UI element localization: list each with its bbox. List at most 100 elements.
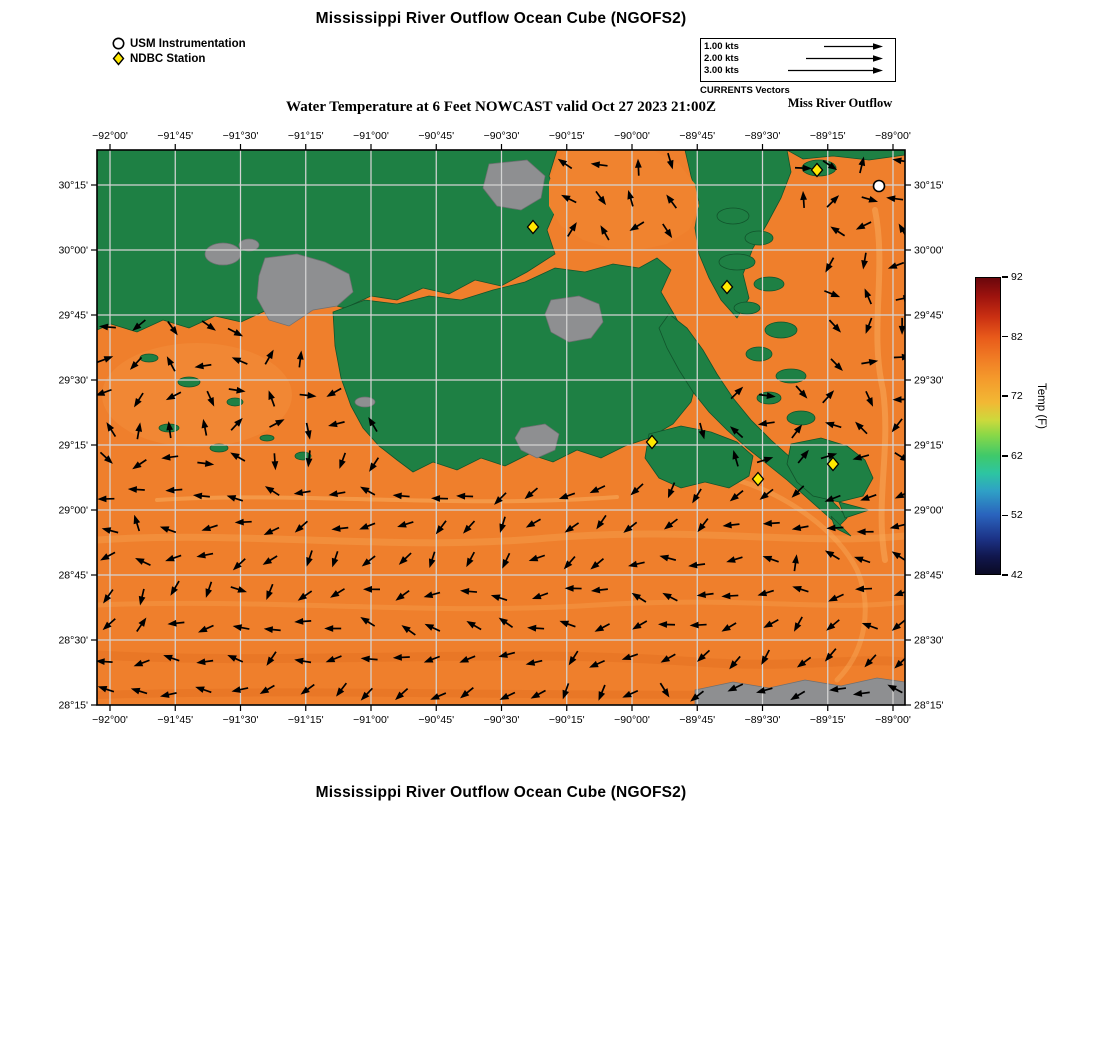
current-vector-arrow — [430, 692, 447, 700]
current-vector-arrow — [663, 518, 678, 530]
vector-scale-row: 3.00 kts — [704, 64, 892, 76]
current-vector-arrow — [395, 687, 409, 701]
land-mass — [786, 437, 874, 503]
current-vector-arrow — [294, 520, 309, 533]
current-vector-arrow — [658, 621, 676, 628]
current-vector-scale-box: 1.00 kts 2.00 kts 3.00 kts — [700, 38, 896, 82]
current-vector-arrow — [230, 452, 246, 462]
current-vector-arrow — [206, 390, 215, 407]
colorbar-tick-mark — [1002, 276, 1008, 278]
current-vector-arrow — [227, 654, 244, 663]
current-vector-arrow — [331, 551, 339, 568]
bottom-title: Mississippi River Outflow Ocean Cube (NG… — [315, 784, 687, 801]
land-mass — [786, 410, 816, 426]
current-vector-arrow — [564, 522, 580, 533]
current-vector-arrow — [460, 687, 474, 699]
nodata-layer — [204, 159, 905, 705]
current-vector-arrow — [166, 356, 176, 372]
colorbar-tick-label: 62 — [1011, 449, 1023, 462]
current-vector-arrow — [201, 320, 216, 331]
current-vector-arrow — [466, 621, 482, 631]
current-vector-arrow — [631, 592, 647, 603]
current-vector-arrow — [666, 152, 674, 170]
current-vector-arrow — [159, 526, 177, 534]
y-tick-label: 29°30' — [914, 375, 944, 387]
x-tick-label: −91°15' — [288, 714, 324, 726]
x-tick-label: −90°15' — [549, 714, 585, 726]
x-tick-label: −92°00' — [92, 130, 128, 142]
current-vector-arrow — [623, 521, 638, 533]
current-vector-arrow — [698, 422, 706, 440]
current-vector-arrow — [688, 561, 706, 569]
current-vector-arrow — [359, 522, 376, 530]
current-vector-arrow — [195, 686, 212, 694]
colorbar-tick-mark — [1002, 335, 1008, 338]
current-vector-arrow — [525, 518, 541, 528]
land-mass — [139, 353, 159, 363]
colorbar-tick-label: 92 — [1011, 271, 1023, 283]
current-vector-arrow — [696, 649, 711, 662]
current-vector-arrow — [527, 624, 545, 632]
y-tick-label: 29°00' — [914, 505, 944, 517]
current-vector-arrow — [166, 421, 174, 439]
current-vector-arrow — [101, 527, 119, 534]
current-vector-arrow — [490, 594, 508, 602]
land-mass — [744, 230, 774, 246]
current-vector-arrow — [893, 589, 905, 597]
current-vector-arrow — [226, 495, 244, 502]
current-vector-layer — [97, 152, 905, 702]
current-vector-arrow — [431, 495, 449, 502]
current-vector-arrow — [697, 518, 709, 533]
current-vector-arrow — [271, 453, 279, 471]
current-vector-arrow — [826, 619, 840, 631]
vector-scale-arrow-icon — [824, 42, 883, 50]
current-vector-arrow — [460, 588, 478, 595]
current-vector-arrow — [136, 617, 147, 632]
current-vector-arrow — [305, 450, 313, 468]
water-texture — [97, 207, 905, 699]
current-vector-arrow — [428, 551, 436, 568]
current-vector-arrow — [861, 358, 879, 366]
current-vector-arrow — [730, 386, 744, 400]
current-vector-arrow — [727, 683, 744, 692]
y-tick-label: 29°15' — [58, 440, 88, 452]
y-tick-label: 28°30' — [58, 635, 88, 647]
current-vector-arrow — [401, 625, 416, 636]
y-tick-label: 29°00' — [58, 505, 88, 517]
current-vector-arrow — [102, 618, 116, 631]
current-vector-arrow — [893, 353, 905, 361]
x-tick-label: −91°15' — [288, 130, 324, 142]
x-tick-label: −92°00' — [92, 714, 128, 726]
x-tick-label: −91°45' — [157, 714, 193, 726]
current-vector-arrow — [494, 492, 507, 505]
current-vector-arrow — [99, 451, 113, 464]
current-vector-arrow — [297, 590, 313, 601]
current-vector-arrow — [557, 158, 573, 170]
current-vector-arrow — [590, 586, 608, 594]
current-vector-arrow — [97, 658, 113, 665]
current-vector-arrow — [395, 589, 410, 601]
current-vector-arrow — [231, 357, 248, 365]
current-vector-arrow — [563, 556, 576, 570]
current-vector-arrow — [326, 387, 342, 397]
land-mass — [226, 397, 244, 407]
current-vector-arrow — [820, 452, 838, 460]
current-vector-arrow — [167, 320, 178, 336]
current-vector-arrow — [264, 349, 274, 365]
current-vector-arrow — [339, 452, 347, 469]
land-mass — [259, 434, 275, 442]
x-tick-label: −90°30' — [484, 130, 520, 142]
ndbc-station-marker — [526, 219, 540, 235]
y-tick-label: 29°45' — [58, 310, 88, 322]
current-vector-arrow — [628, 560, 645, 568]
current-vector-arrow — [232, 558, 246, 571]
land-layer — [97, 150, 905, 537]
current-vector-arrow — [790, 690, 806, 701]
current-vector-arrow — [635, 158, 642, 176]
current-vector-arrow — [230, 417, 243, 431]
current-vector-arrow — [530, 689, 546, 699]
usm-station-marker — [872, 179, 886, 193]
current-vector-arrow — [721, 592, 739, 600]
current-vector-arrow — [138, 588, 146, 606]
current-vector-arrow — [590, 558, 605, 570]
